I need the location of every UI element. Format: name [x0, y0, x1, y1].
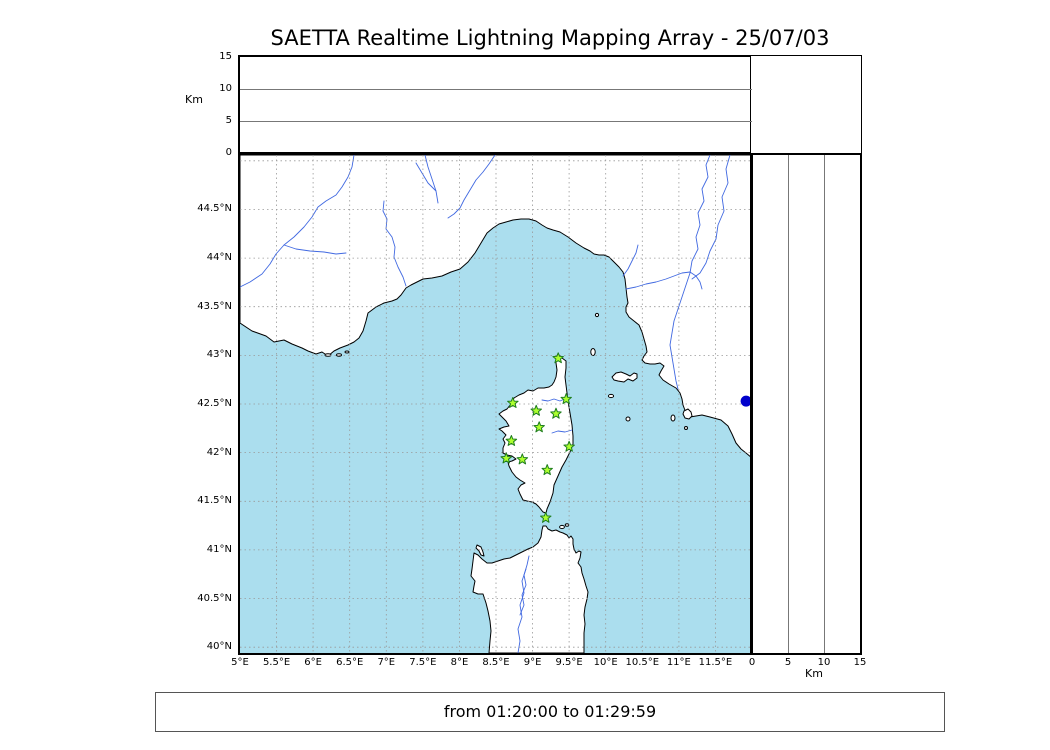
alt-tick-label: 5	[225, 115, 232, 126]
map-panel	[238, 153, 754, 655]
river-var	[382, 200, 407, 287]
station-star-icon	[541, 464, 553, 476]
island-capraia	[590, 348, 596, 356]
island-levant	[344, 350, 350, 354]
island-asinara	[475, 544, 485, 557]
island-giannutri	[684, 426, 688, 430]
lon-tick-label: 11°E	[666, 657, 691, 668]
river-alpine-1	[424, 155, 439, 204]
station-star-icon	[563, 440, 575, 452]
river-golo	[541, 397, 568, 402]
lat-tick-label: 44°N	[206, 252, 232, 264]
lon-tick-label: 5.5°E	[262, 657, 291, 668]
island-maddalena-2	[564, 523, 570, 527]
river-serchio	[622, 244, 639, 277]
lon-tick-label: 10°E	[593, 657, 618, 668]
island-giglio	[670, 414, 676, 422]
island-maddalena-1	[559, 524, 565, 530]
lon-tick-label: 6.5°E	[336, 657, 364, 668]
river-arno	[625, 271, 703, 290]
lon-tick-label: 5°E	[231, 657, 249, 668]
station-star-icon	[500, 452, 512, 464]
lon-tick-label: 7.5°E	[409, 657, 437, 668]
station-star-icon	[530, 404, 542, 416]
island-pianosa	[607, 393, 615, 399]
alt-tick-label: 0	[225, 147, 232, 158]
lat-tick-label: 42.5°N	[197, 398, 232, 409]
station-star-icon	[533, 421, 545, 433]
lat-tick-label: 43°N	[206, 349, 232, 361]
lon-tick-label: 11.5°E	[698, 657, 733, 668]
lon-tick-label: 7°E	[377, 657, 396, 668]
time-window-text: from 01:20:00 to 01:29:59	[443, 702, 657, 721]
coastline-mainland	[240, 155, 752, 459]
map-gridlines	[240, 155, 752, 653]
lat-tick-label: 42°N	[206, 446, 232, 458]
river-layer	[240, 155, 731, 653]
lon-tick-label: 9.5°E	[555, 657, 583, 668]
river-alpine-2	[415, 162, 437, 192]
lon-tick-label: 6°E	[304, 657, 322, 668]
right-km-tick-label: 0	[748, 657, 756, 668]
lon-tick-label: 10.5°E	[625, 657, 660, 668]
river-verdon	[283, 244, 347, 255]
lat-tick-label: 41°N	[206, 543, 232, 555]
altitude-longitude-panel	[238, 55, 754, 155]
event-markers	[740, 395, 752, 407]
lightning-event-dot	[740, 395, 752, 407]
lon-tick-label: 8°E	[450, 657, 469, 668]
right-axis-label: Km	[805, 667, 823, 680]
river-coghinas	[519, 555, 530, 616]
station-star-icon	[507, 397, 519, 408]
station-markers	[500, 352, 575, 523]
river-ombrone	[669, 155, 711, 390]
lat-tick-label: 40.5°N	[197, 592, 232, 604]
river-tiber-branch	[691, 155, 731, 280]
island-gorgona	[594, 312, 600, 318]
station-star-icon	[552, 352, 564, 364]
station-star-icon	[540, 511, 552, 523]
map-canvas	[240, 155, 752, 653]
lon-tick-label: 9°E	[523, 657, 542, 668]
lat-tick-label: 44.5°N	[197, 203, 232, 215]
lat-tick-label: 40°N	[206, 641, 232, 653]
river-tanaro	[447, 155, 496, 219]
station-star-icon	[560, 393, 572, 405]
island-sardinia	[470, 525, 589, 653]
lat-tick-label: 41.5°N	[197, 495, 232, 507]
lon-tick-label: 8.5°E	[482, 657, 510, 668]
station-star-icon	[505, 435, 518, 446]
river-durance	[240, 155, 355, 288]
land-layer	[240, 155, 752, 653]
plot-title: SAETTA Realtime Lightning Mapping Array …	[270, 26, 830, 50]
right-km-tick-label: 15	[853, 657, 867, 668]
station-star-icon	[516, 453, 529, 465]
altitude-latitude-panel	[750, 153, 862, 655]
alt-axis-label: Km	[185, 93, 203, 106]
island-argentario	[682, 408, 693, 420]
alt-tick-label: 15	[219, 51, 232, 62]
station-star-icon	[550, 407, 562, 419]
altitude-histogram-panel	[750, 55, 862, 155]
island-elba	[611, 371, 638, 383]
river-tavignano	[551, 429, 573, 434]
island-montecristo	[625, 416, 631, 422]
river-tirso	[517, 568, 527, 653]
lat-tick-label: 43.5°N	[197, 300, 232, 312]
time-window-bar: from 01:20:00 to 01:29:59	[155, 692, 945, 732]
